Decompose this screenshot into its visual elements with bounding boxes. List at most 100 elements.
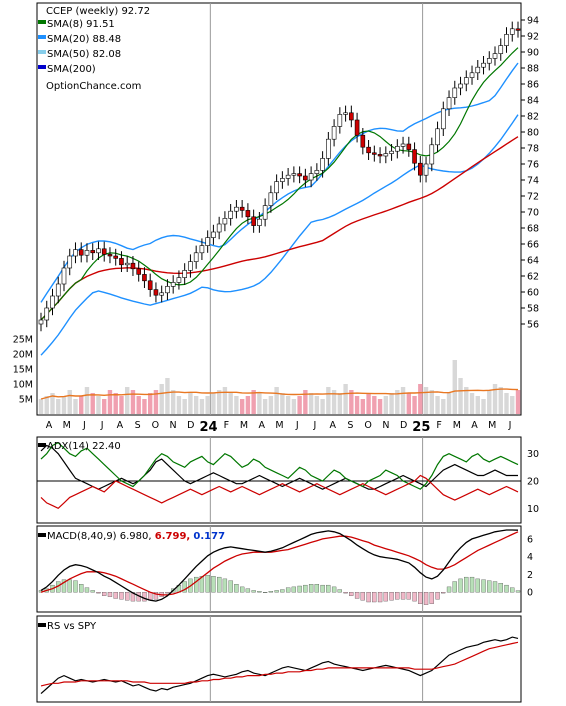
macd-hist-44 <box>291 586 297 593</box>
legend-swatch-sma20 <box>38 35 46 39</box>
macd-hist-22 <box>165 592 170 594</box>
volume-bar-1 <box>44 396 49 414</box>
macd-hist-14 <box>119 592 124 600</box>
macd-hist-15 <box>125 592 130 601</box>
volume-bar-0 <box>38 399 44 414</box>
price-ytick-label-7: 70 <box>527 208 539 219</box>
volume-bar-42 <box>280 393 285 414</box>
volume-ytick-label-0: 5M <box>19 395 33 406</box>
macd-hist-33 <box>228 580 233 593</box>
volume-bar-25 <box>182 399 187 414</box>
legend-sma8: SMA(8) 91.51 <box>47 19 115 30</box>
volume-bar-51 <box>331 390 337 414</box>
axis-layer: 5658606264666870727476788082848688909294… <box>13 16 539 599</box>
macd-hist-18 <box>142 592 147 602</box>
candle-body-13 <box>113 255 119 259</box>
candle-body-52 <box>337 114 343 127</box>
price-ytick-label-0: 56 <box>527 320 539 331</box>
candle-body-60 <box>383 153 389 157</box>
volume-bar-16 <box>130 390 136 414</box>
candle-body-33 <box>228 210 233 219</box>
volume-bar-49 <box>320 399 325 414</box>
macd-hist-35 <box>239 586 245 593</box>
volume-bar-46 <box>303 390 308 414</box>
candle-body-15 <box>124 262 130 266</box>
price-ytick-label-17: 90 <box>527 48 539 59</box>
candle-body-72 <box>452 87 458 98</box>
macd-hist-49 <box>320 584 325 593</box>
macd-ytick-label-1: 2 <box>527 570 533 581</box>
price-ytick-label-3: 62 <box>527 272 539 283</box>
volume-bar-33 <box>228 393 233 414</box>
legend-sma50: SMA(50) 82.08 <box>47 49 121 60</box>
x-tick-1: M <box>63 420 71 431</box>
candle-body-17 <box>136 268 141 275</box>
x-tick-4: A <box>117 420 124 431</box>
volume-bar-24 <box>176 396 182 414</box>
macd-hist-38 <box>257 591 262 593</box>
candle-body-67 <box>423 163 429 176</box>
candle-body-80 <box>498 45 504 54</box>
candle-body-12 <box>107 254 113 257</box>
price-ytick-label-4: 64 <box>527 256 539 267</box>
macd-hist-label: 0.177 <box>193 531 225 542</box>
macd-signal-line <box>40 531 519 596</box>
volume-bar-17 <box>136 396 141 414</box>
price-legend: CCEP (weekly) 92.72 SMA(8) 91.51 SMA(20)… <box>38 6 150 92</box>
candle-body-25 <box>182 270 187 278</box>
rs-panel-frame <box>36 615 522 703</box>
volume-bar-50 <box>326 387 331 414</box>
candle-body-14 <box>119 258 124 266</box>
candle-body-32 <box>222 218 228 225</box>
volume-bar-43 <box>285 396 291 414</box>
grid-layer <box>209 3 424 702</box>
x-tick-13: M <box>275 420 283 431</box>
macd-hist-40 <box>268 591 274 593</box>
candle-body-1 <box>44 307 50 321</box>
candle-body-20 <box>153 289 159 296</box>
x-tick-16: A <box>329 420 336 431</box>
macd-hist-43 <box>285 587 291 593</box>
volume-bar-26 <box>188 393 193 414</box>
x-tick-6: O <box>152 420 159 431</box>
volume-bar-63 <box>400 387 406 414</box>
macd-hist-34 <box>234 584 239 593</box>
candle-body-56 <box>360 134 366 148</box>
x-tick-8: D <box>187 420 194 431</box>
candle-body-68 <box>429 144 435 165</box>
volume-bar-83 <box>515 390 521 414</box>
x-tick-19: N <box>382 420 389 431</box>
candle-body-2 <box>50 295 55 309</box>
legend-swatch-sma8 <box>38 20 46 24</box>
volume-bar-58 <box>372 396 377 414</box>
candle-body-76 <box>475 66 481 74</box>
x-tick-3: J <box>100 420 104 431</box>
macd-hist-12 <box>107 592 113 597</box>
volume-bar-45 <box>297 396 302 414</box>
macd-hist-19 <box>148 592 153 601</box>
price-ytick-label-2: 60 <box>527 288 539 299</box>
price-ytick-label-1: 58 <box>527 304 539 315</box>
sma50-line <box>40 136 519 321</box>
candle-body-10 <box>96 248 101 254</box>
volume-bar-11 <box>102 399 107 414</box>
x-tick-5: S <box>135 420 141 431</box>
volume-bar-56 <box>360 399 366 414</box>
candle-body-22 <box>165 286 170 294</box>
x-tick-21: 25 <box>412 420 430 435</box>
macd-hist-30 <box>211 576 216 593</box>
x-tick-9: 24 <box>200 420 218 435</box>
x-tick-23: M <box>453 420 461 431</box>
macd-hist-5 <box>67 579 72 593</box>
candle-body-9 <box>90 250 96 254</box>
volume-bar-38 <box>257 393 262 414</box>
macd-hist-31 <box>217 576 222 593</box>
macd-hist-27 <box>194 576 199 593</box>
x-tick-17: S <box>347 420 353 431</box>
candle-body-35 <box>239 206 245 211</box>
volume-bar-55 <box>354 396 360 414</box>
candle-body-57 <box>366 146 371 154</box>
price-ytick-label-18: 92 <box>527 32 539 43</box>
macd-ytick-label-2: 4 <box>527 552 533 563</box>
